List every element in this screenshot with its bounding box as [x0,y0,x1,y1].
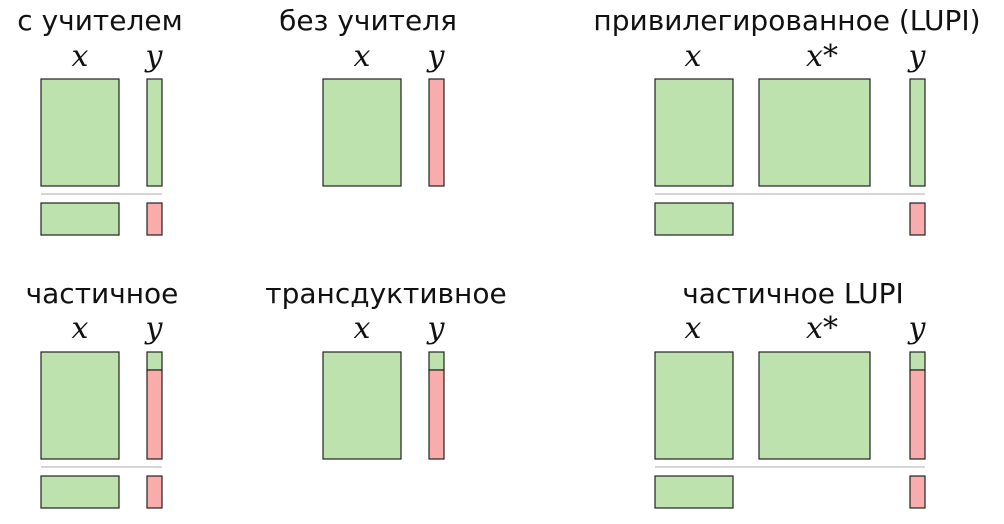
x-train-block [322,351,402,460]
panel-title: привилегированное (LUPI) [593,4,980,37]
y-train-unlabeled [909,369,926,460]
panel-title: с учителем [17,4,182,37]
panel-supervised: с учителем x y [17,4,183,236]
x-star-label: x* [806,39,838,74]
x-test-block [40,475,120,509]
x-test-block [654,202,734,236]
x-train-block [654,351,734,460]
panel-unsupervised: без учителя x y [279,4,457,187]
y-label: y [426,311,446,346]
y-label: y [144,39,164,74]
y-test-unknown [909,202,926,236]
y-label: y [907,39,927,74]
x-star-privileged-block [758,351,871,460]
x-label: x [72,311,89,346]
y-unlabeled [428,369,445,460]
y-label: y [426,39,446,74]
y-labeled [428,351,445,371]
x-star-privileged-block [758,78,871,187]
x-label: x [685,39,702,74]
y-train-unlabeled [146,369,163,460]
x-label: x [354,39,371,74]
y-label: y [144,311,164,346]
y-test-unknown [146,475,163,509]
y-train-labeled [146,78,163,187]
y-train-labeled [146,351,163,371]
panel-semi-lupi: частичное LUPI x x* y [654,277,927,509]
x-test-block [40,202,120,236]
y-label: y [907,311,927,346]
x-star-label: x* [806,311,838,346]
panel-title: трансдуктивное [265,277,506,310]
y-unknown [428,78,445,187]
panel-transductive: трансдуктивное x y [265,277,507,460]
x-train-block [40,78,120,187]
panel-title: без учителя [279,4,457,37]
y-train-labeled [909,351,926,371]
x-label: x [72,39,89,74]
x-train-block [322,78,402,187]
panel-title: частичное LUPI [682,277,904,310]
x-train-block [654,78,734,187]
x-label: x [685,311,702,346]
y-test-unknown [909,475,926,509]
panel-semi-supervised: частичное x y [26,277,179,509]
y-train-labeled [909,78,926,187]
x-train-block [40,351,120,460]
y-test-unknown [146,202,163,236]
panel-lupi: привилегированное (LUPI) x x* y [593,4,981,236]
x-test-block [654,475,734,509]
x-label: x [354,311,371,346]
panel-title: частичное [26,277,179,310]
